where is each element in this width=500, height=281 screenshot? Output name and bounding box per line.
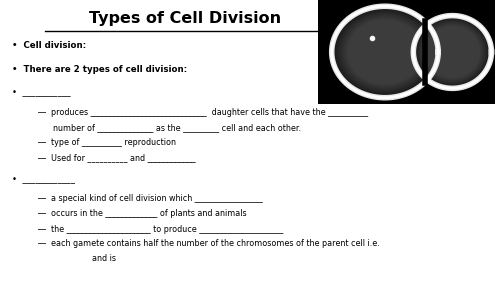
- Polygon shape: [341, 14, 429, 90]
- Polygon shape: [422, 24, 483, 80]
- Polygon shape: [425, 26, 480, 78]
- Polygon shape: [420, 22, 484, 82]
- Polygon shape: [348, 20, 422, 84]
- Polygon shape: [415, 17, 490, 87]
- Text: •  ____________: • ____________: [12, 175, 76, 184]
- Polygon shape: [420, 21, 486, 83]
- Text: ―  the _____________________ to produce _____________________: ― the _____________________ to produce _…: [38, 225, 283, 234]
- Polygon shape: [340, 13, 430, 91]
- Polygon shape: [342, 15, 428, 89]
- Text: Types of Cell Division: Types of Cell Division: [89, 11, 281, 26]
- Polygon shape: [338, 12, 432, 92]
- Polygon shape: [346, 19, 424, 85]
- Polygon shape: [332, 7, 438, 97]
- Text: •  Cell division:: • Cell division:: [12, 41, 86, 50]
- Polygon shape: [344, 17, 426, 87]
- Bar: [318, 0, 495, 104]
- Polygon shape: [422, 24, 482, 80]
- Text: •  There are 2 types of cell division:: • There are 2 types of cell division:: [12, 65, 188, 74]
- Polygon shape: [335, 9, 435, 95]
- Polygon shape: [424, 26, 480, 78]
- Polygon shape: [423, 25, 482, 79]
- Text: ―  type of __________ reproduction: ― type of __________ reproduction: [38, 138, 175, 147]
- Polygon shape: [340, 13, 430, 90]
- Polygon shape: [347, 19, 423, 85]
- Polygon shape: [334, 8, 436, 96]
- Text: ―  each gamete contains half the number of the chromosomes of the parent cell i.: ― each gamete contains half the number o…: [38, 239, 380, 248]
- Text: and is: and is: [92, 254, 116, 263]
- Polygon shape: [419, 21, 486, 83]
- Polygon shape: [424, 25, 481, 79]
- Polygon shape: [414, 16, 491, 88]
- Polygon shape: [336, 10, 434, 94]
- Polygon shape: [338, 11, 432, 93]
- Polygon shape: [418, 20, 486, 84]
- Polygon shape: [414, 17, 490, 87]
- Polygon shape: [332, 6, 438, 98]
- Polygon shape: [334, 8, 436, 96]
- Polygon shape: [344, 16, 426, 88]
- Text: number of ______________ as the _________ cell and each other.: number of ______________ as the ________…: [53, 123, 301, 132]
- Polygon shape: [414, 16, 492, 88]
- Polygon shape: [342, 16, 428, 88]
- Text: ―  occurs in the _____________ of plants and animals: ― occurs in the _____________ of plants …: [38, 209, 246, 218]
- Polygon shape: [336, 11, 433, 93]
- Polygon shape: [416, 18, 489, 86]
- Polygon shape: [421, 22, 484, 81]
- Text: ―  Used for __________ and ____________: ― Used for __________ and ____________: [38, 153, 195, 162]
- Polygon shape: [345, 18, 424, 86]
- Polygon shape: [418, 20, 487, 84]
- Polygon shape: [416, 19, 488, 85]
- Polygon shape: [422, 23, 484, 81]
- Text: •  ___________: • ___________: [12, 89, 71, 98]
- Polygon shape: [417, 19, 488, 85]
- Text: ―  a special kind of cell division which _________________: ― a special kind of cell division which …: [38, 194, 262, 203]
- Text: ―  produces _____________________________  daughter cells that have the ________: ― produces _____________________________…: [38, 108, 368, 117]
